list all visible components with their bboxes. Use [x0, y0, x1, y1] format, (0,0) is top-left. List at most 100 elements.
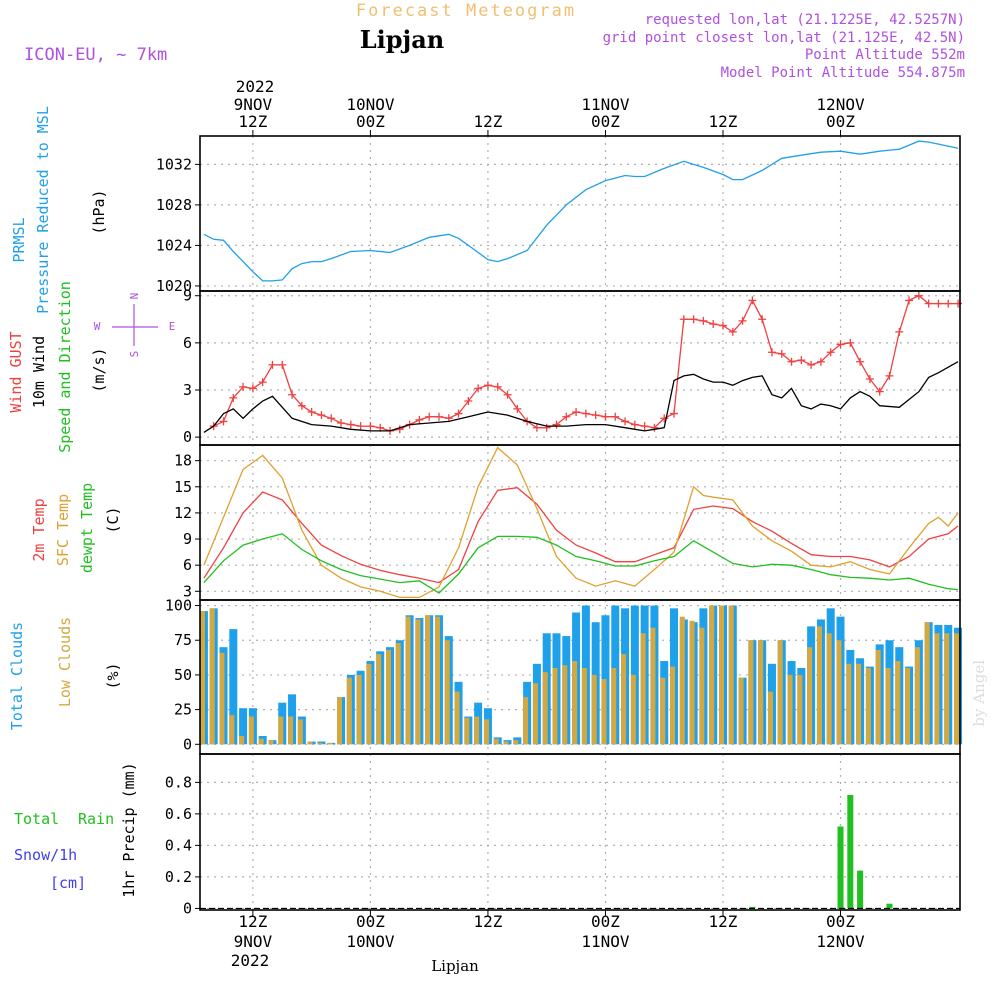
precipitation-ytick-label: 0: [183, 899, 192, 917]
gust-marker: [934, 299, 943, 308]
clouds-bar-secondary: [816, 626, 822, 745]
gust-marker: [699, 316, 708, 325]
gust-marker: [248, 384, 257, 393]
clouds-bar-secondary: [689, 620, 695, 745]
gust-marker: [268, 360, 277, 369]
gust-marker: [944, 299, 953, 308]
gust-marker: [689, 315, 698, 324]
clouds-bar-secondary: [728, 605, 734, 745]
gust-marker: [660, 414, 669, 423]
clouds-bar-secondary: [611, 667, 617, 745]
clouds-bar-secondary: [297, 719, 303, 745]
top-day-label: 11NOV: [581, 95, 630, 114]
clouds-bar-secondary: [630, 674, 636, 745]
precipitation-bar-primary: [886, 903, 893, 909]
temperature-ytick-label: 15: [174, 478, 192, 496]
clouds-bar-secondary: [444, 640, 450, 745]
prmsl-ytick-label: 1032: [156, 155, 192, 173]
gust-marker: [826, 348, 835, 357]
gust-marker: [317, 411, 326, 420]
bottom-day-label: 11NOV: [581, 932, 630, 951]
clouds-bar-secondary: [924, 622, 930, 745]
wind-10m-label: 10m Wind: [30, 336, 48, 408]
clouds-bar-secondary: [581, 667, 587, 745]
clouds-bar-secondary: [679, 616, 685, 745]
gust-marker: [278, 360, 287, 369]
clouds-bar-secondary: [660, 677, 666, 745]
gust-marker: [366, 422, 375, 431]
clouds-bar-secondary: [699, 627, 705, 745]
total-cloud-label: Total Clouds: [8, 622, 26, 730]
gust-marker: [738, 316, 747, 325]
model-altitude: Model Point Altitude 554.875m: [721, 65, 965, 81]
temp-2m-label: 2m Temp: [30, 498, 48, 561]
clouds-bar-secondary: [278, 716, 284, 745]
gust-marker: [670, 409, 679, 418]
bottom-year: 2022: [231, 951, 270, 970]
top-day-label: 10NOV: [346, 95, 395, 114]
low-cloud-label: Low Clouds: [56, 617, 74, 707]
watermark: by Angel: [970, 660, 988, 727]
clouds-bar-secondary: [386, 649, 391, 745]
gust-marker: [513, 404, 522, 413]
plot-area: 1020102410281032036936912151802550751000…: [156, 95, 963, 951]
gust-marker: [346, 420, 355, 429]
clouds-ytick-label: 100: [165, 597, 192, 615]
cloud-label: Total Clouds Low Clouds (%): [8, 617, 122, 730]
wind-ytick-label: 9: [183, 287, 192, 305]
gust-marker: [885, 371, 894, 380]
bottom-day-label: 12NOV: [816, 932, 865, 951]
wind-ytick-label: 0: [183, 428, 192, 446]
clouds-bar-secondary: [395, 643, 401, 745]
clouds-ytick-label: 75: [174, 631, 192, 649]
clouds-bar-secondary: [337, 697, 343, 745]
clouds-bar-secondary: [523, 697, 529, 745]
point-altitude: Point Altitude 552m: [805, 47, 965, 63]
bottom-hour-label: 12Z: [473, 912, 502, 931]
gust-marker: [464, 397, 473, 405]
clouds-bar-secondary: [493, 738, 499, 745]
compass: N S W E: [94, 293, 176, 358]
gust-marker: [630, 420, 639, 429]
gust-marker: [611, 412, 620, 421]
clouds-bar-secondary: [199, 611, 205, 745]
clouds-bar-primary: [239, 708, 248, 745]
clouds-bar-secondary: [405, 616, 411, 745]
wind-label: Wind GUST 10m Wind Speed and Direction (…: [7, 281, 108, 453]
clouds-bar-secondary: [885, 667, 891, 745]
compass-e: E: [169, 320, 176, 333]
wind-gust-label: Wind GUST: [7, 331, 25, 412]
bottom-hour-label: 00Z: [356, 912, 385, 931]
prmsl-panel: 1020 1024 1028 1032: [156, 135, 961, 295]
gust-marker: [591, 411, 600, 420]
gust-marker: [679, 315, 688, 324]
temperature-line-dewpt-temp: [203, 533, 959, 594]
gust-marker: [434, 412, 443, 421]
compass-w: W: [94, 320, 101, 333]
clouds-bar-secondary: [376, 654, 382, 745]
prmsl-label-2: Pressure Reduced to MSL: [34, 106, 52, 314]
clouds-bar-secondary: [934, 633, 940, 745]
top-hour-label: 00Z: [591, 112, 620, 131]
gust-marker: [875, 387, 884, 396]
clouds-bar-secondary: [248, 716, 254, 745]
wind-line-10m-wind: [203, 361, 959, 433]
clouds-bar-secondary: [836, 640, 842, 745]
clouds-bar-secondary: [807, 647, 813, 745]
temperature-ytick-label: 9: [183, 530, 192, 548]
bottom-day-label: 10NOV: [346, 932, 395, 951]
gust-marker: [327, 414, 336, 423]
precipitation-bar-primary: [749, 906, 756, 909]
gust-marker: [787, 357, 796, 366]
prmsl-label-1: PRMSL: [10, 217, 28, 262]
precip-cm-label: [cm]: [50, 874, 86, 892]
clouds-bar-secondary: [346, 677, 352, 745]
wind-panel: 0 3 6 9: [183, 287, 963, 446]
temp-sfc-label: SFC Temp: [54, 494, 72, 566]
clouds-ytick-label: 50: [174, 666, 192, 684]
wind-ytick-label: 6: [183, 334, 192, 352]
requested-location: requested lon,lat (21.1225E, 42.5257N): [645, 12, 965, 28]
precipitation-ytick-label: 0.2: [165, 868, 192, 886]
clouds-bar-secondary: [366, 663, 372, 745]
